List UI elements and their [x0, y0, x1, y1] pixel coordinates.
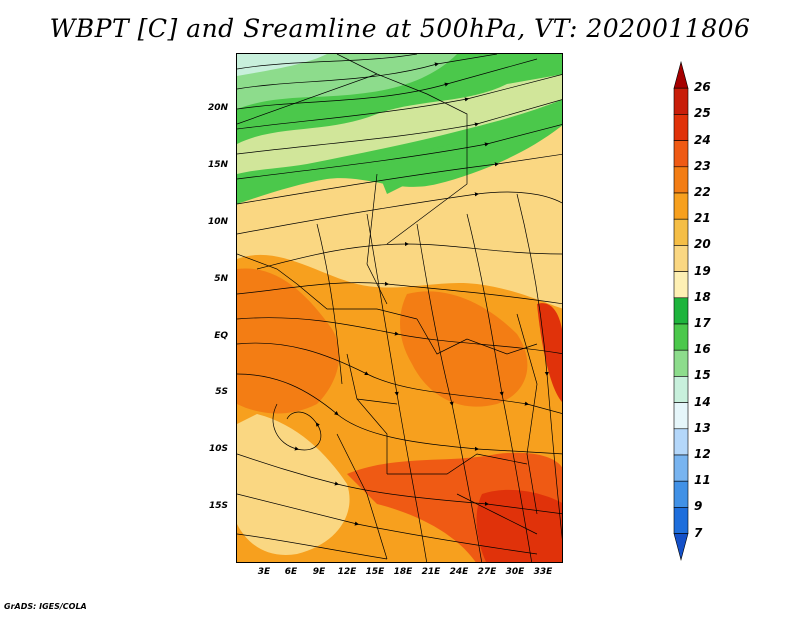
colorbar-label: 17 [694, 316, 711, 330]
streamlines [237, 54, 562, 562]
shading-15-16 [237, 54, 457, 109]
colorbar-segment [673, 297, 689, 325]
shading-18-19 [237, 74, 562, 174]
lat-label-10s: 10S [208, 444, 228, 454]
colorbar-label: 16 [694, 342, 711, 357]
lon-label-6e: 6E [284, 567, 298, 577]
colorbar-segment [673, 114, 689, 141]
colorbar-segment [673, 87, 689, 115]
colorbar-label: 14 [694, 394, 711, 409]
lon-label-33e: 33E [533, 567, 553, 577]
colorbar-label: 18 [694, 289, 711, 304]
colorbar-label: 7 [694, 525, 703, 540]
lon-label-15e: 15E [365, 567, 385, 577]
colorbar-segment [673, 376, 689, 403]
lat-label-eq: EQ [214, 331, 228, 341]
map-title: WBPT [C] and Sreamline at 500hPa, VT: 20… [49, 14, 751, 43]
shading-24-25 [476, 489, 562, 562]
lon-label-24e: 24E [449, 567, 469, 577]
colorbar-segment [673, 140, 689, 168]
footer-credit: GrADS: IGES/COLA [4, 602, 87, 611]
wbpt-field-map [237, 54, 562, 562]
colorbar-segment [673, 349, 689, 377]
lon-label-12e: 12E [337, 567, 357, 577]
lat-label-10n: 10N [207, 217, 228, 227]
colorbar-segment [673, 245, 689, 272]
country-borders [237, 54, 538, 560]
colorbar-segment [673, 192, 689, 220]
shading-19-20-southwest [237, 414, 350, 555]
colorbar-label: 13 [694, 420, 711, 435]
colorbar-label: 26 [694, 80, 711, 95]
colorbar-segment [673, 218, 689, 246]
lon-label-30e: 30E [505, 567, 525, 577]
shading-22-23-west [237, 268, 340, 414]
lat-label-5n: 5N [214, 274, 228, 284]
colorbar-segment [673, 507, 689, 534]
lon-label-27e: 27E [477, 567, 497, 577]
colorbar-label: 11 [694, 473, 711, 488]
colorbar-label: 20 [694, 237, 711, 252]
colorbar-label: 15 [694, 368, 711, 383]
colorbar-label: 12 [694, 447, 711, 461]
colorbar [673, 60, 689, 561]
colorbar-segment [673, 60, 689, 89]
shading-24-25-east [537, 303, 562, 402]
colorbar-segment [673, 480, 689, 508]
colorbar-label: 24 [694, 132, 711, 147]
shading-17-green-patch [377, 139, 477, 194]
lat-label-5s: 5S [215, 387, 228, 397]
colorbar-segment [673, 323, 689, 351]
lon-label-21e: 21E [421, 567, 441, 577]
colorbar-label: 9 [694, 499, 703, 514]
colorbar-segment [673, 166, 689, 194]
colorbar-segment [673, 271, 689, 299]
map-panel [236, 53, 563, 563]
colorbar-segment [673, 454, 689, 482]
colorbar-label: 22 [694, 185, 711, 199]
lat-label-20n: 20N [207, 103, 228, 113]
lon-label-9e: 9E [312, 567, 326, 577]
colorbar-segment [673, 402, 689, 430]
colorbar-label: 19 [694, 263, 711, 278]
colorbar-segment [673, 533, 689, 561]
colorbar-segment [673, 428, 689, 456]
colorbar-label: 21 [694, 211, 711, 226]
lat-label-15n: 15N [207, 160, 228, 170]
colorbar-label: 23 [694, 158, 711, 173]
lat-label-15s: 15S [208, 501, 228, 511]
lon-label-3e: 3E [257, 567, 271, 577]
colorbar-label: 25 [694, 106, 711, 121]
lon-label-18e: 18E [393, 567, 413, 577]
shading-14-15 [237, 54, 327, 76]
